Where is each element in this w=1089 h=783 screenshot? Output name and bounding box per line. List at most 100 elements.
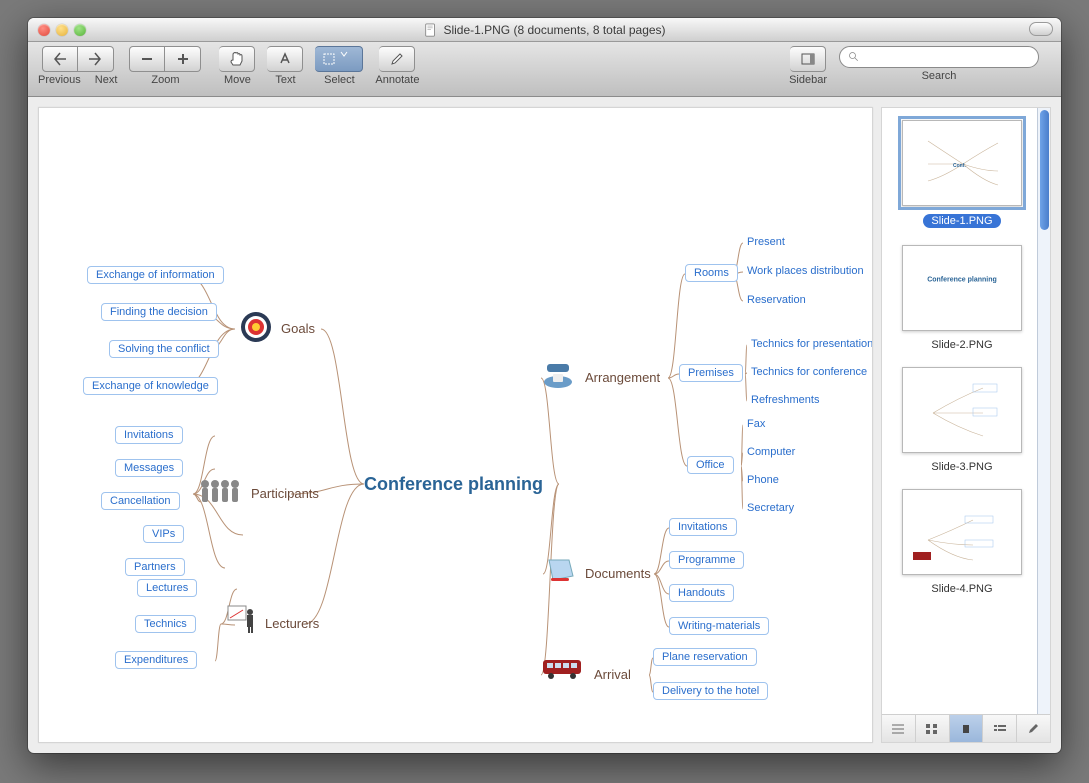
branch-documents: Documents xyxy=(585,566,651,581)
thumbnail[interactable]: Conference planning Slide-2.PNG xyxy=(892,245,1032,351)
node: Lectures xyxy=(137,579,197,597)
node: Partners xyxy=(125,558,185,576)
select-tool-button[interactable] xyxy=(315,46,363,72)
zoom-in-button[interactable] xyxy=(165,46,201,72)
select-label: Select xyxy=(324,74,355,86)
thumbnails-list: Conf. Slide-1.PNG Conference planning Slide… xyxy=(882,108,1050,714)
thumbnail-label: Slide-2.PNG xyxy=(892,339,1032,351)
zoom-out-button[interactable] xyxy=(129,46,165,72)
thumbnail[interactable]: Slide-4.PNG xyxy=(892,489,1032,595)
phone-icon xyxy=(541,358,575,392)
branch-arrival: Arrival xyxy=(594,667,631,682)
node: Premises xyxy=(679,364,743,382)
node: Messages xyxy=(115,459,183,477)
bus-icon xyxy=(541,658,585,680)
node: Invitations xyxy=(669,518,737,536)
sub-node: Present xyxy=(747,236,785,248)
text-tool-button[interactable] xyxy=(267,46,303,72)
search-label: Search xyxy=(922,70,957,82)
toolbar: Previous Next Zoom Move Text Select xyxy=(28,42,1061,97)
close-button[interactable] xyxy=(38,24,50,36)
branch-goals: Goals xyxy=(281,321,315,336)
sub-node: Technics for conference xyxy=(751,366,867,378)
sub-node: Secretary xyxy=(747,502,794,514)
chevron-down-icon xyxy=(340,51,356,67)
sidebar: Conf. Slide-1.PNG Conference planning Slide… xyxy=(881,107,1051,743)
branch-participants: Participants xyxy=(251,486,319,501)
thumbnail-label: Slide-1.PNG xyxy=(923,214,1000,228)
sub-node: Fax xyxy=(747,418,765,430)
annotate-tool-button[interactable] xyxy=(379,46,415,72)
node: Office xyxy=(687,456,734,474)
move-label: Move xyxy=(224,74,251,86)
search-icon xyxy=(848,51,860,63)
view-mode-2[interactable] xyxy=(916,715,950,742)
previous-label: Previous xyxy=(38,74,81,86)
view-mode-1[interactable] xyxy=(882,715,916,742)
people-icon xyxy=(197,478,241,504)
thumbnail-label: Slide-3.PNG xyxy=(892,461,1032,473)
minimize-button[interactable] xyxy=(56,24,68,36)
search-input[interactable] xyxy=(839,46,1039,68)
node: Technics xyxy=(135,615,196,633)
content-area: Conference planning Goals Exchange of inf… xyxy=(28,97,1061,753)
branch-lecturers: Lecturers xyxy=(265,616,319,631)
sub-node: Technics for presentation xyxy=(751,338,873,350)
sub-node: Computer xyxy=(747,446,795,458)
node: Expenditures xyxy=(115,651,197,669)
node: Delivery to the hotel xyxy=(653,682,768,700)
thumbnail-image xyxy=(902,489,1022,575)
node: Rooms xyxy=(685,264,738,282)
target-icon xyxy=(239,310,273,344)
svg-text:Conf.: Conf. xyxy=(953,163,966,169)
node: Solving the conflict xyxy=(109,340,219,358)
move-tool-button[interactable] xyxy=(219,46,255,72)
thumbnail[interactable]: Slide-3.PNG xyxy=(892,367,1032,473)
window-title: Slide-1.PNG (8 documents, 8 total pages) xyxy=(423,23,665,37)
node: Invitations xyxy=(115,426,183,444)
sub-node: Refreshments xyxy=(751,394,819,406)
thumbnail-label: Slide-4.PNG xyxy=(892,583,1032,595)
previous-button[interactable] xyxy=(42,46,78,72)
sub-node: Reservation xyxy=(747,294,806,306)
scrollbar-thumb[interactable] xyxy=(1040,110,1049,230)
node: Exchange of information xyxy=(87,266,224,284)
view-mode-3[interactable] xyxy=(950,715,984,742)
sub-node: Work places distribution xyxy=(747,265,864,277)
sub-node: Phone xyxy=(747,474,779,486)
thumbnail-image: Conf. xyxy=(902,120,1022,206)
titlebar: Slide-1.PNG (8 documents, 8 total pages) xyxy=(28,18,1061,42)
mindmap-center: Conference planning xyxy=(364,474,543,495)
next-button[interactable] xyxy=(78,46,114,72)
paper-icon xyxy=(543,554,577,588)
thumbnail-image: Conference planning xyxy=(902,245,1022,331)
node: Cancellation xyxy=(101,492,180,510)
branch-arrangement: Arrangement xyxy=(585,370,660,385)
zoom-label: Zoom xyxy=(151,74,179,86)
lecturer-icon xyxy=(225,602,259,636)
thumbnail-image xyxy=(902,367,1022,453)
next-label: Next xyxy=(95,74,118,86)
thumbnail[interactable]: Conf. Slide-1.PNG xyxy=(892,120,1032,229)
node: Handouts xyxy=(669,584,734,602)
text-label: Text xyxy=(275,74,295,86)
sidebar-toggle-button[interactable] xyxy=(790,46,826,72)
zoom-button[interactable] xyxy=(74,24,86,36)
traffic-lights xyxy=(28,24,86,36)
node: Programme xyxy=(669,551,744,569)
sidebar-scrollbar[interactable] xyxy=(1037,108,1050,714)
toolbar-toggle-button[interactable] xyxy=(1029,22,1053,36)
node: VIPs xyxy=(143,525,184,543)
annotate-label: Annotate xyxy=(375,74,419,86)
view-mode-edit[interactable] xyxy=(1017,715,1050,742)
sidebar-footer xyxy=(882,714,1050,742)
sidebar-label: Sidebar xyxy=(789,74,827,86)
title-text: Slide-1.PNG (8 documents, 8 total pages) xyxy=(443,23,665,37)
canvas[interactable]: Conference planning Goals Exchange of inf… xyxy=(38,107,873,743)
node: Plane reservation xyxy=(653,648,757,666)
window: Slide-1.PNG (8 documents, 8 total pages)… xyxy=(28,18,1061,753)
document-icon xyxy=(423,23,437,37)
view-mode-4[interactable] xyxy=(983,715,1017,742)
node: Exchange of knowledge xyxy=(83,377,218,395)
search-field[interactable] xyxy=(864,51,1030,63)
